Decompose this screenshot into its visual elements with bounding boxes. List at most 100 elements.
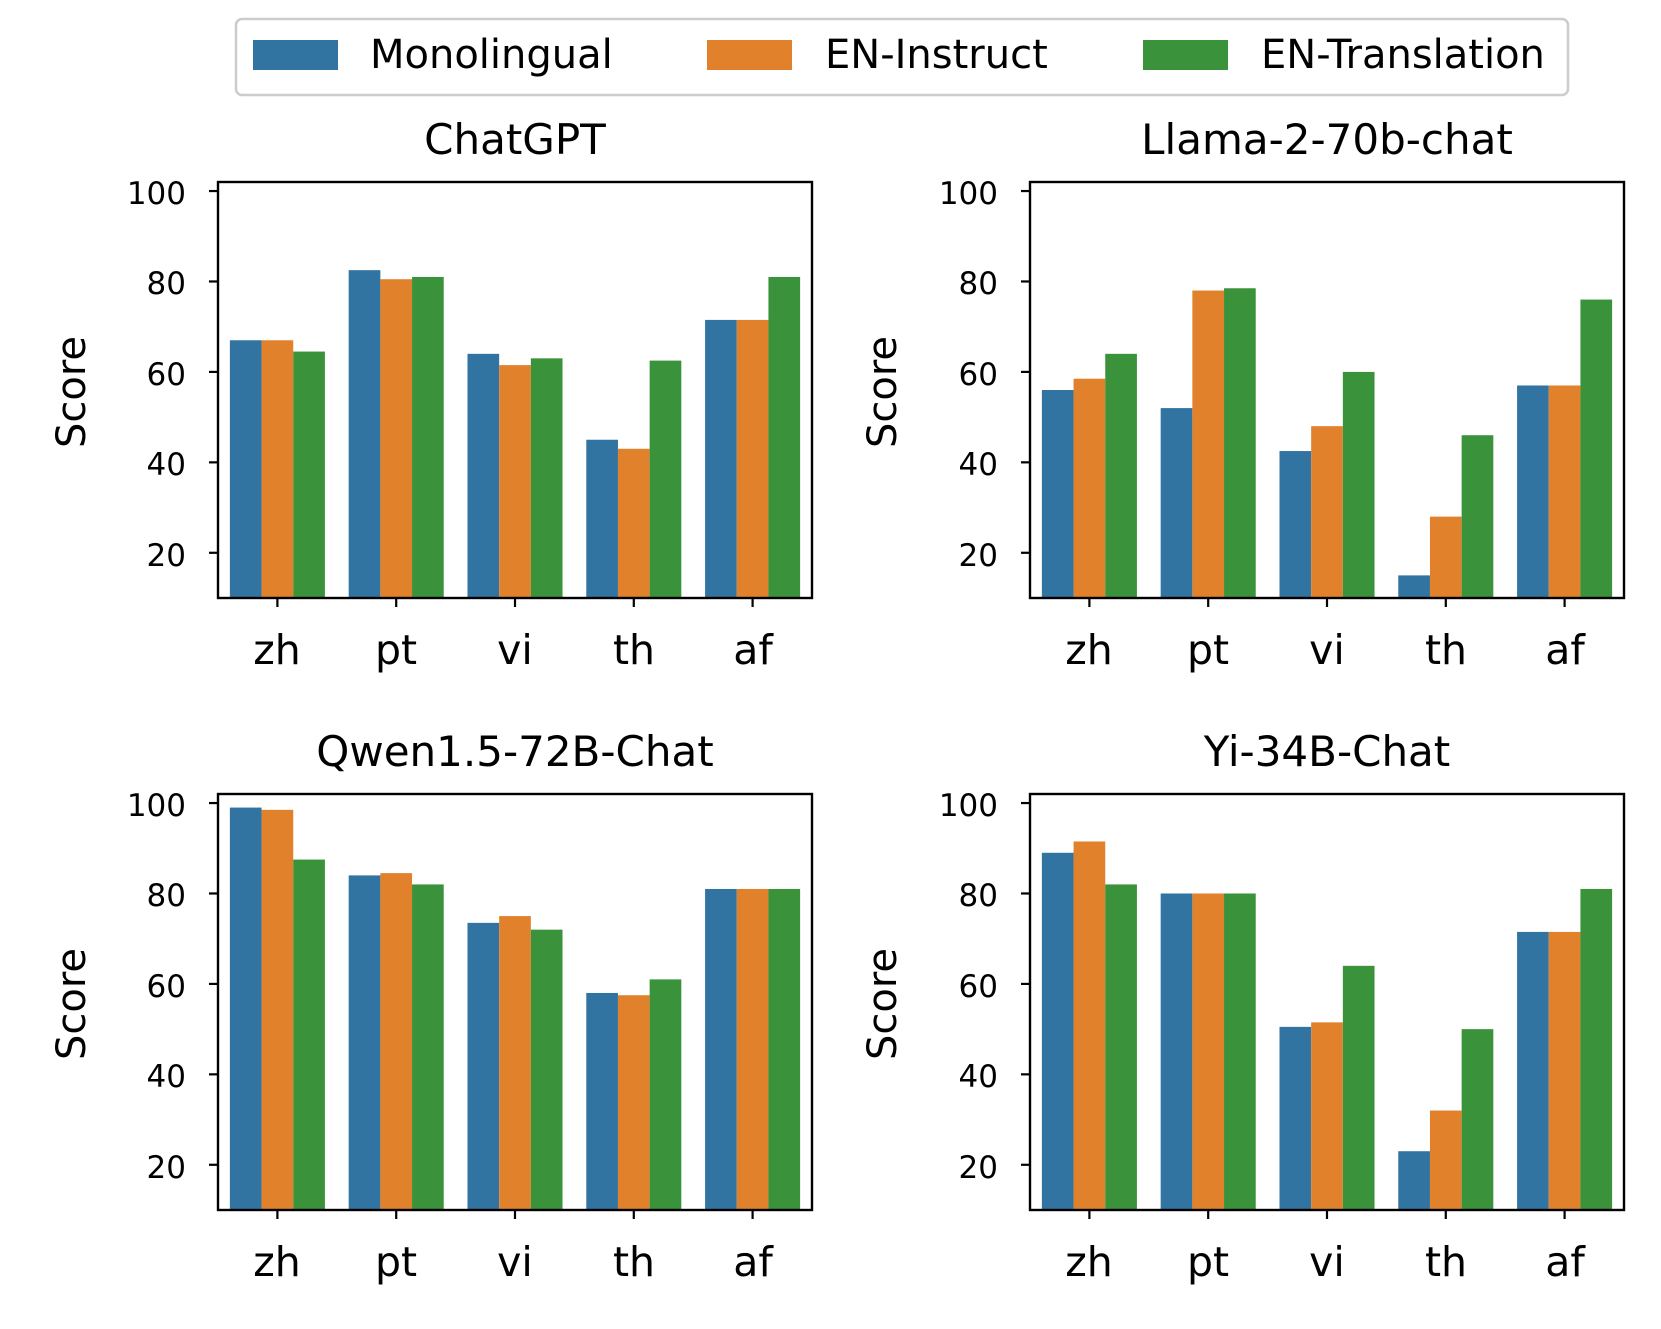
bar-en-instruct-th [1429,516,1462,598]
panel-title: Yi-34B-Chat [1203,727,1451,776]
x-tick-label: th [613,626,655,674]
x-tick-labels: zh pt vi th af [1065,626,1586,674]
x-tick-label: th [1425,626,1467,674]
x-tick-label: th [1425,1238,1467,1286]
legend-swatch-monolingual [253,40,338,70]
bar-monolingual-af [1517,931,1549,1210]
bar-en-instruct-af [1548,931,1581,1210]
bar-en-translation-zh [293,859,325,1210]
chart-marks [209,180,814,607]
bar-en-translation-af [768,276,801,598]
y-tick-label: 40 [147,447,186,483]
bar-monolingual-af [705,319,737,598]
bar-en-instruct-zh [261,340,294,598]
bar-en-translation-vi [530,929,563,1210]
bar-monolingual-vi [467,353,500,598]
y-tick-label: 40 [959,1059,998,1095]
bar-monolingual-af [1517,385,1549,598]
bar-en-instruct-pt [1192,893,1225,1210]
bar-en-translation-th [1461,435,1494,598]
bar-monolingual-vi [1279,1026,1312,1210]
y-tick-label: 100 [127,176,186,212]
bar-en-instruct-vi [499,365,531,598]
chart-marks [1021,792,1626,1219]
bar-en-instruct-th [617,448,650,598]
y-tick-label: 80 [147,878,186,914]
y-axis-label: Score [49,336,95,448]
bar-monolingual-th [586,992,618,1210]
x-tick-label: zh [253,1238,301,1286]
chart-panel-llama-2-70b-chat: Llama-2-70b-chat Score 100 80 60 40 20 z… [860,115,1626,674]
x-tick-label: th [613,1238,655,1286]
bar-en-translation-af [1580,888,1613,1210]
y-tick-label: 40 [147,1059,186,1095]
bar-monolingual-pt [1160,893,1193,1210]
legend-swatch-en-translation [1143,40,1228,70]
y-tick-label: 60 [959,357,998,393]
bar-en-instruct-zh [1073,841,1106,1210]
y-tick-label: 40 [959,447,998,483]
bar-monolingual-pt [348,875,381,1210]
bar-en-translation-th [1461,1029,1494,1210]
chart-panel-qwen1-5-72b-chat: Qwen1.5-72B-Chat Score 100 80 60 40 20 z… [49,727,814,1286]
chart-panel-chatgpt: ChatGPT Score 100 80 60 40 20 zh pt vi t… [49,115,814,674]
bar-en-translation-pt [412,276,444,598]
bar-en-translation-af [768,888,801,1210]
x-tick-label: pt [375,626,417,674]
bar-monolingual-vi [467,922,500,1210]
y-tick-label: 60 [959,969,998,1005]
bar-en-translation-vi [530,358,563,598]
legend-label-en-instruct: EN-Instruct [825,32,1048,78]
x-tick-label: vi [1309,1238,1345,1286]
x-tick-labels: zh pt vi th af [253,1238,774,1286]
panel-title: Llama-2-70b-chat [1141,115,1513,164]
bar-monolingual-vi [1279,451,1312,598]
bar-en-translation-zh [1105,884,1137,1210]
axes-frame [216,792,814,1212]
y-tick-labels: 100 80 60 40 20 [939,788,998,1186]
bar-monolingual-pt [348,270,381,598]
panel-title: ChatGPT [424,115,606,164]
legend-label-monolingual: Monolingual [370,32,613,78]
bar-en-translation-zh [1105,353,1137,598]
y-tick-label: 60 [147,969,186,1005]
x-tick-label: pt [1187,1238,1229,1286]
bar-en-instruct-af [1548,385,1581,598]
bar-en-instruct-th [1429,1110,1462,1210]
x-tick-label: vi [497,626,533,674]
chart-marks [1021,180,1626,607]
x-tick-label: vi [1309,626,1345,674]
bar-monolingual-th [1398,575,1430,598]
bar-en-instruct-zh [261,809,294,1210]
y-tick-labels: 100 80 60 40 20 [939,176,998,574]
x-tick-label: vi [497,1238,533,1286]
bar-en-instruct-th [617,995,650,1210]
bar-monolingual-zh [1041,852,1074,1210]
x-tick-label: af [1545,1238,1586,1286]
legend: Monolingual EN-Instruct EN-Translation [234,17,1570,97]
bar-monolingual-th [1398,1151,1430,1210]
y-axis-label: Score [860,948,906,1060]
y-tick-label: 100 [939,176,998,212]
y-tick-label: 80 [147,266,186,302]
x-tick-label: zh [253,626,301,674]
bar-en-translation-pt [1224,288,1256,598]
axes-frame [1028,180,1626,600]
bar-en-instruct-af [736,888,769,1210]
y-tick-label: 100 [127,788,186,824]
bar-en-instruct-vi [499,916,531,1210]
y-tick-labels: 100 80 60 40 20 [127,788,186,1186]
chart-marks [209,792,814,1219]
y-tick-labels: 100 80 60 40 20 [127,176,186,574]
y-tick-label: 60 [147,357,186,393]
bar-en-translation-zh [293,351,325,598]
bar-en-instruct-pt [380,279,413,598]
x-tick-labels: zh pt vi th af [1065,1238,1586,1286]
axes-frame [1028,792,1626,1212]
y-tick-label: 100 [939,788,998,824]
y-tick-label: 20 [959,1150,998,1186]
bar-en-instruct-zh [1073,378,1106,598]
bar-en-instruct-vi [1311,1022,1343,1210]
bar-en-translation-vi [1342,965,1375,1210]
